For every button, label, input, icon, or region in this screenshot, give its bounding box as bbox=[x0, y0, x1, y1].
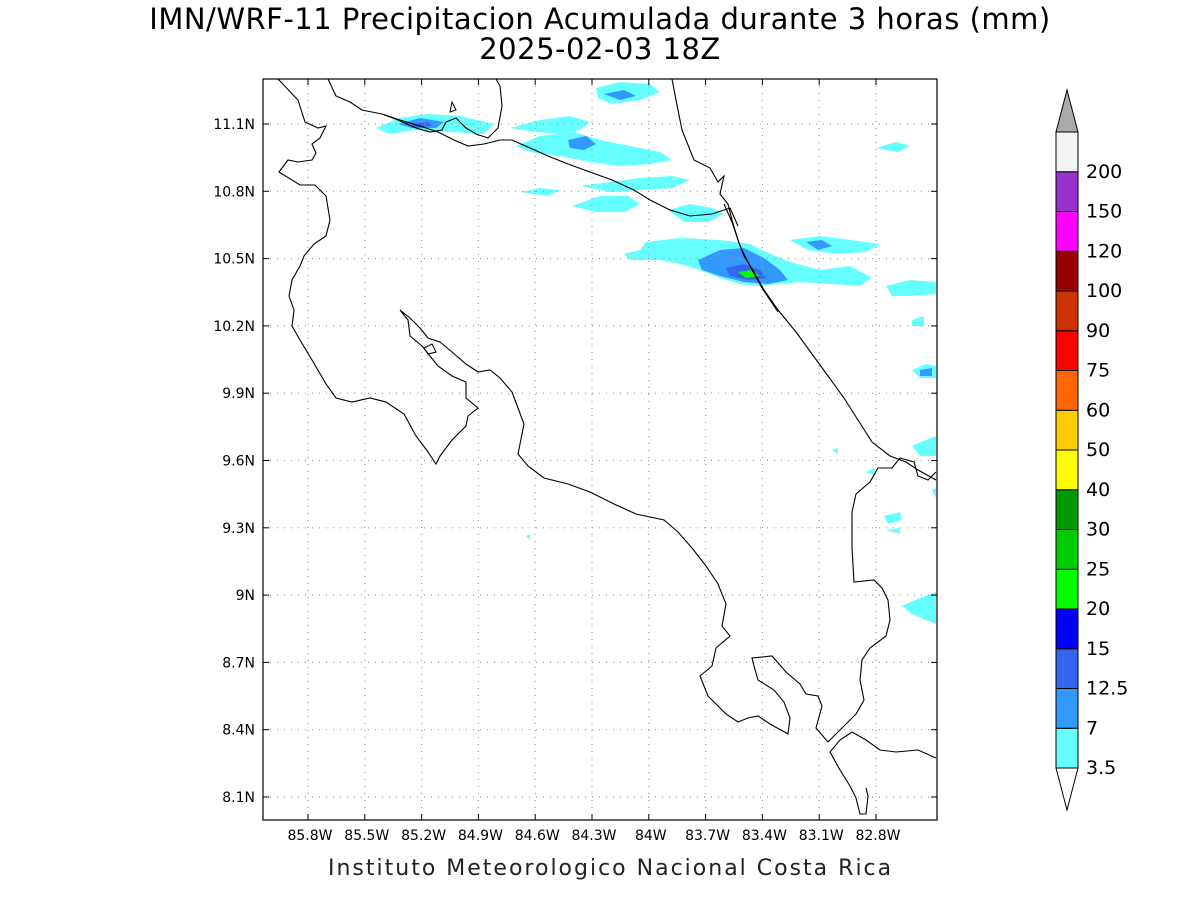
colorbar-segment bbox=[1055, 648, 1079, 689]
colorbar-segment bbox=[1055, 409, 1079, 451]
map-datetime: 2025-02-03 18Z bbox=[479, 32, 721, 66]
colorbar-segment bbox=[1055, 290, 1079, 332]
colorbar-segment bbox=[1055, 688, 1079, 729]
lat-tick-label: 8.7N bbox=[222, 655, 255, 671]
lat-tick-label: 8.1N bbox=[222, 790, 255, 806]
precip-area-light bbox=[912, 316, 924, 326]
precip-area-light bbox=[932, 488, 936, 498]
precip-area-light bbox=[526, 534, 530, 540]
border-nicaragua bbox=[381, 113, 739, 227]
colorbar-label: 60 bbox=[1086, 399, 1110, 421]
precip-area-medium bbox=[568, 136, 596, 150]
colorbar-segment bbox=[1055, 608, 1079, 650]
lat-lon-grid bbox=[263, 79, 937, 820]
colorbar-label: 7 bbox=[1086, 717, 1098, 739]
axis-labels: 11.1N 10.8N 10.5N 10.2N 9.9N 9.6N 9.3N 9N 8.7N 8.… bbox=[213, 79, 937, 844]
caribbean-coast bbox=[671, 78, 937, 481]
lat-tick-label: 8.4N bbox=[222, 723, 255, 739]
precip-area-light bbox=[886, 528, 900, 534]
colorbar-label: 25 bbox=[1086, 558, 1110, 580]
precip-area-light bbox=[580, 176, 690, 192]
lon-tick-label: 85.2W bbox=[401, 828, 446, 844]
lon-tick-label: 83.7W bbox=[685, 828, 730, 844]
precip-area-medium bbox=[806, 240, 832, 250]
lon-tick-label: 85.8W bbox=[287, 828, 332, 844]
colorbar-label: 200 bbox=[1086, 161, 1122, 183]
colorbar-segment bbox=[1055, 727, 1079, 769]
colorbar-label: 150 bbox=[1086, 201, 1122, 223]
colorbar-label: 50 bbox=[1086, 439, 1110, 461]
colorbar-label: 90 bbox=[1086, 320, 1110, 342]
colorbar-label: 20 bbox=[1086, 598, 1110, 620]
colorbar-segment bbox=[1055, 211, 1079, 252]
border-panama bbox=[723, 203, 779, 313]
colorbar-segment bbox=[1055, 250, 1079, 292]
colorbar-label: 12.5 bbox=[1086, 678, 1128, 700]
precip-area-light bbox=[832, 448, 838, 454]
colorbar-label: 30 bbox=[1086, 519, 1110, 541]
colorbar-segment bbox=[1055, 330, 1079, 371]
colorbar-label: 75 bbox=[1086, 360, 1110, 382]
colorbar-legend: 3.5 7 12.5 15 20 25 30 40 50 60 75 90 100 120 150 200 bbox=[1055, 88, 1128, 812]
colorbar-label: 3.5 bbox=[1086, 757, 1116, 779]
colorbar-segment bbox=[1055, 370, 1079, 411]
lon-tick-label: 84.3W bbox=[571, 828, 616, 844]
colorbar-segment bbox=[1055, 449, 1079, 491]
colorbar-label: 40 bbox=[1086, 479, 1110, 501]
colorbar-min-triangle bbox=[1055, 767, 1079, 812]
lon-tick-label: 85.5W bbox=[344, 828, 389, 844]
colorbar-label: 100 bbox=[1086, 280, 1122, 302]
lon-tick-label: 83.4W bbox=[742, 828, 787, 844]
precip-area-light bbox=[520, 188, 560, 196]
coastline-north bbox=[327, 78, 503, 139]
precip-area-light bbox=[510, 116, 590, 134]
precip-area-light bbox=[902, 592, 936, 624]
lon-tick-label: 83.1W bbox=[799, 828, 844, 844]
map-title: IMN/WRF-11 Precipitacion Acumulada duran… bbox=[149, 2, 1051, 36]
colorbar-segment bbox=[1055, 489, 1079, 530]
precip-area-light bbox=[886, 280, 936, 296]
coastline bbox=[277, 78, 937, 743]
lat-tick-label: 10.2N bbox=[213, 319, 255, 335]
lake-island bbox=[423, 100, 457, 355]
precip-area-light bbox=[668, 204, 724, 222]
lat-tick-label: 11.1N bbox=[213, 117, 255, 133]
lon-tick-label: 84.6W bbox=[515, 828, 560, 844]
lon-tick-label: 82.8W bbox=[855, 828, 900, 844]
precip-area-light bbox=[790, 236, 880, 254]
lat-tick-label: 10.5N bbox=[213, 252, 255, 268]
precip-area-light bbox=[572, 196, 640, 212]
colorbar-label: 15 bbox=[1086, 638, 1110, 660]
precip-area-light bbox=[516, 132, 672, 166]
lat-tick-label: 9.9N bbox=[222, 386, 255, 402]
lat-tick-label: 10.8N bbox=[213, 184, 255, 200]
precip-area-light bbox=[884, 512, 902, 524]
colorbar-segment bbox=[1055, 131, 1079, 173]
colorbar-max-triangle bbox=[1055, 88, 1079, 133]
precip-area-light bbox=[912, 436, 936, 456]
lat-tick-label: 9N bbox=[236, 588, 255, 604]
lon-tick-label: 84.9W bbox=[458, 828, 503, 844]
colorbar-segment bbox=[1055, 529, 1079, 570]
precip-area-medium bbox=[920, 368, 932, 376]
precip-area-light bbox=[876, 142, 910, 152]
colorbar-segment bbox=[1055, 568, 1079, 610]
lon-tick-label: 84W bbox=[635, 828, 667, 844]
lat-tick-label: 9.6N bbox=[222, 454, 255, 470]
colorbar-segment bbox=[1055, 171, 1079, 212]
precip-area-light bbox=[866, 468, 876, 476]
footer-credit: Instituto Meteorologico Nacional Costa R… bbox=[328, 856, 894, 881]
lat-tick-label: 9.3N bbox=[222, 521, 255, 537]
precip-area-medium bbox=[604, 90, 636, 100]
coastline-south bbox=[829, 731, 937, 815]
map-frame bbox=[262, 78, 938, 821]
colorbar-label: 120 bbox=[1086, 240, 1122, 262]
